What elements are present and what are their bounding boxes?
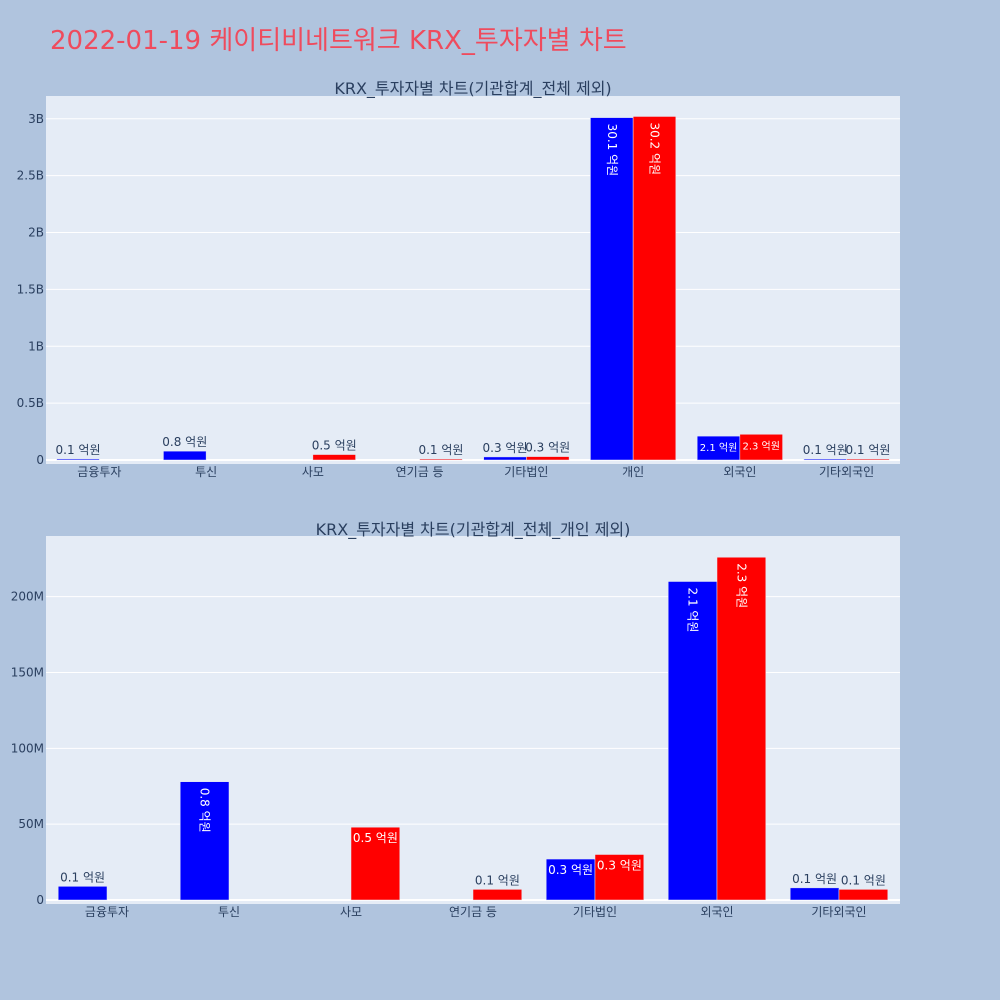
x-tick-label: 투신 <box>195 465 217 479</box>
bar-label: 30.1 억원 <box>605 124 619 177</box>
bar <box>472 889 523 901</box>
bar <box>57 886 108 901</box>
bar-label: 0.1 억원 <box>60 870 105 884</box>
bar <box>545 858 596 901</box>
y-tick-label: 2B <box>28 226 44 240</box>
y-tick-label: 0 <box>36 453 44 467</box>
y-tick-label: 2.5B <box>17 169 44 183</box>
x-tick-label: 연기금 등 <box>449 905 497 919</box>
bar <box>163 450 207 461</box>
bar-label: 0.1 억원 <box>845 443 890 457</box>
bar-label: 0.1 억원 <box>803 443 848 457</box>
bar <box>590 117 634 461</box>
bar <box>594 854 645 901</box>
y-tick-label: 100M <box>11 741 44 755</box>
bar-label: 0.5 억원 <box>353 831 398 845</box>
chart-investor-all: 0 0.5B 1B 1.5B 2B 2.5B 3B KRX_투자자별 차트(기관합계_전체 제… <box>17 79 900 479</box>
y-tick-label: 50M <box>18 817 44 831</box>
bar <box>350 826 401 901</box>
bar <box>179 781 230 901</box>
x-tick-label: 기타법인 <box>573 905 617 919</box>
y-tick-label: 200M <box>11 590 44 604</box>
bar <box>716 556 767 901</box>
bar-label: 0.1 억원 <box>841 873 886 887</box>
y-tick-label: 3B <box>28 112 44 126</box>
x-tick-label: 개인 <box>622 465 644 479</box>
x-tick-label: 투신 <box>218 905 240 919</box>
bar-label: 2.1 억원 <box>700 442 737 454</box>
x-tick-label: 외국인 <box>700 905 733 919</box>
chart-title: KRX_투자자별 차트(기관합계_전체 제외) <box>334 79 611 99</box>
chart-investor-excl-individual: 0 50M 100M 150M 200M KRX_투자자별 차트(기관합계_전체_개인 제… <box>11 520 900 919</box>
bar-label: 0.3 억원 <box>597 859 642 873</box>
bar <box>526 456 570 461</box>
bar-label: 0.1 억원 <box>418 443 463 457</box>
bar <box>846 458 890 461</box>
x-tick-label: 기타외국인 <box>819 465 874 479</box>
y-tick-label: 1B <box>28 339 44 353</box>
bar <box>789 887 840 901</box>
bar-label: 0.5 억원 <box>312 439 357 453</box>
bar-label: 0.8 억원 <box>198 788 212 833</box>
bar-label: 2.3 억원 <box>742 440 779 452</box>
bar <box>803 458 847 461</box>
bar-label: 0.1 억원 <box>56 443 101 457</box>
x-tick-label: 금융투자 <box>85 905 129 919</box>
bar <box>838 889 889 901</box>
bar <box>667 581 718 901</box>
bar-label: 30.2 억원 <box>647 122 661 175</box>
y-tick-label: 0 <box>36 893 44 907</box>
x-tick-label: 외국인 <box>723 465 756 479</box>
x-tick-label: 사모 <box>302 465 324 479</box>
bar-label: 2.1 억원 <box>686 588 700 633</box>
bar <box>483 456 527 461</box>
bar-label: 0.1 억원 <box>792 872 837 886</box>
y-tick-label: 0.5B <box>17 396 44 410</box>
bar-label: 0.3 억원 <box>525 441 570 455</box>
x-tick-label: 사모 <box>340 905 362 919</box>
page-title: 2022-01-19 케이티비네트워크 KRX_투자자별 차트 <box>50 26 627 56</box>
bar <box>312 454 356 461</box>
bar-label: 0.8 억원 <box>162 435 207 449</box>
bar <box>739 434 783 461</box>
bar <box>56 458 100 461</box>
plot-area <box>46 536 900 904</box>
bar-label: 0.3 억원 <box>548 863 593 877</box>
x-tick-label: 기타외국인 <box>811 905 866 919</box>
chart-title: KRX_투자자별 차트(기관합계_전체_개인 제외) <box>316 520 631 540</box>
y-tick-label: 1.5B <box>17 282 44 296</box>
bar-label: 2.3 억원 <box>734 563 748 608</box>
x-tick-label: 금융투자 <box>77 465 121 479</box>
y-tick-label: 150M <box>11 666 44 680</box>
bar-label: 0.3 억원 <box>483 441 528 455</box>
bar-label: 0.1 억원 <box>475 873 520 887</box>
bar <box>632 116 677 461</box>
x-tick-label: 연기금 등 <box>396 465 444 479</box>
x-tick-label: 기타법인 <box>504 465 548 479</box>
bar <box>419 458 463 461</box>
plot-area <box>46 96 900 464</box>
